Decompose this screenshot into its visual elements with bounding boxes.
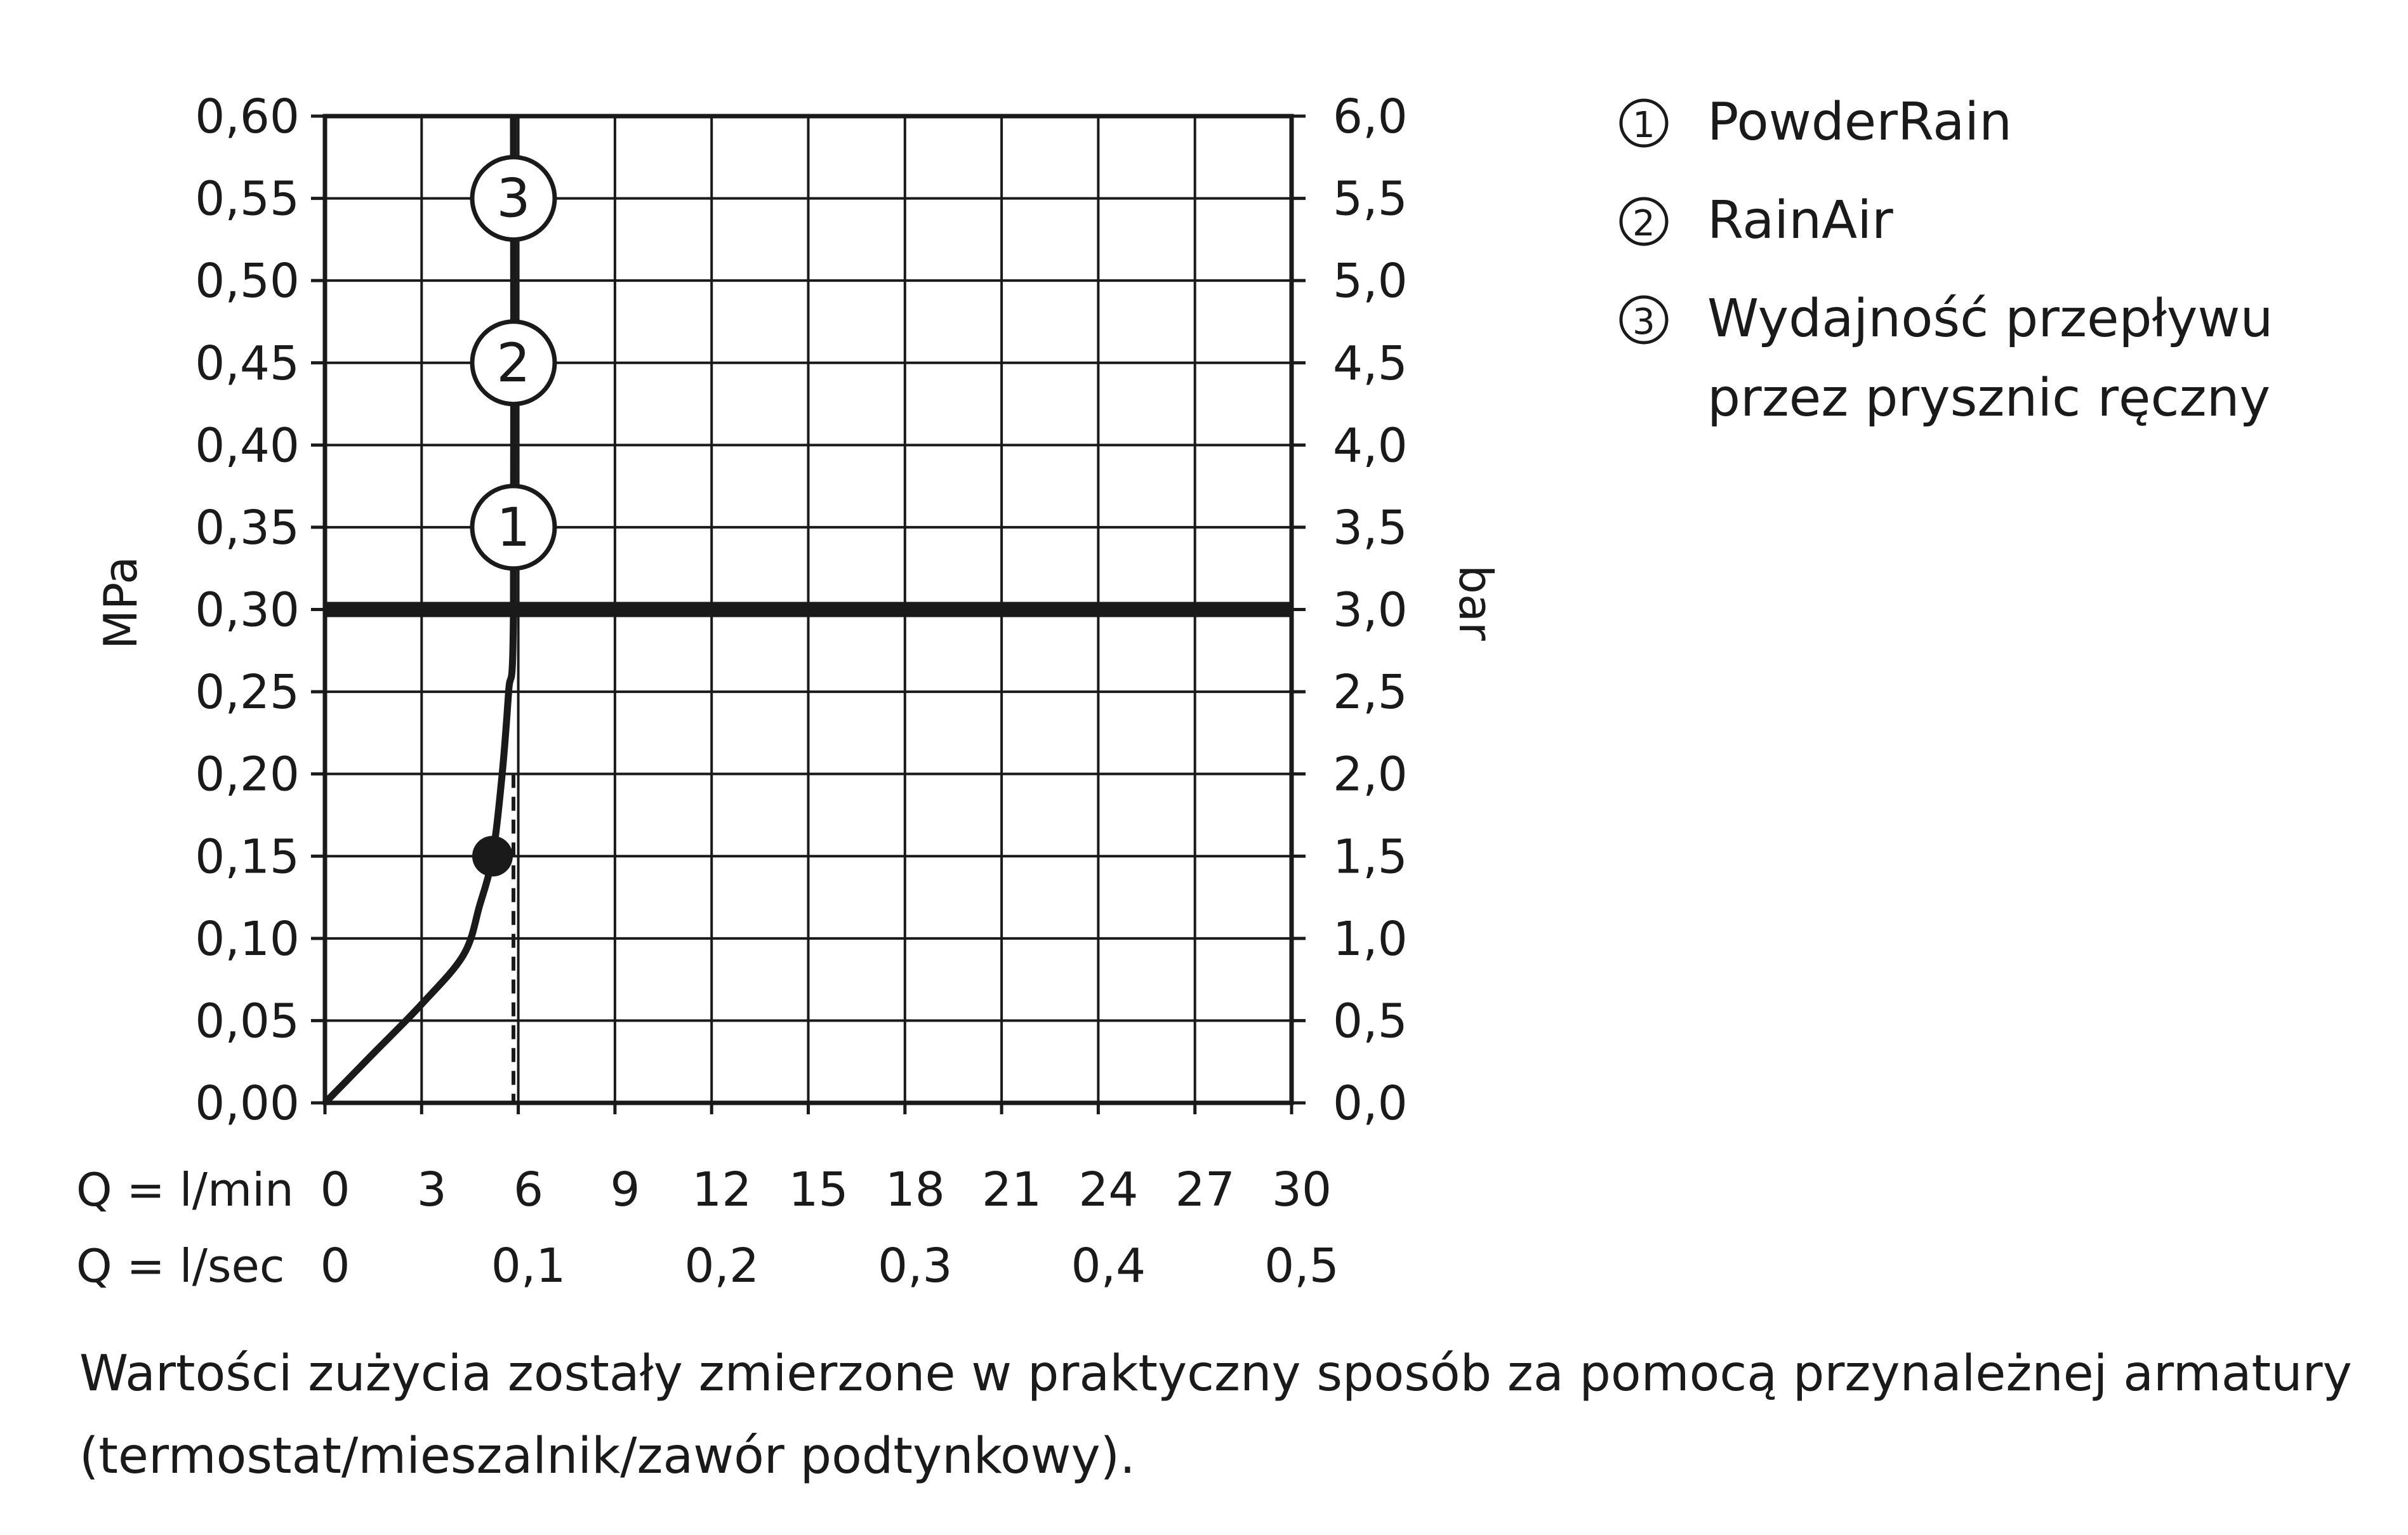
y-tick-label-right: 1,0 xyxy=(1333,912,1408,966)
legend-item-1: 1 PowderRain xyxy=(1619,92,2012,152)
legend-number: 3 xyxy=(1632,301,1655,343)
x-tick-label-lsec: 0,5 xyxy=(1264,1239,1339,1293)
x-ticks-lmin: 0 3 6 9 12 15 18 21 24 27 30 xyxy=(320,1163,1332,1217)
y-tick-label-left: 0,25 xyxy=(195,665,300,720)
x-tick-label-lmin: 27 xyxy=(1175,1163,1235,1217)
note-line-1: Wartości zużycia zostały zmierzone w pra… xyxy=(79,1345,2352,1402)
x-tick-label-lsec: 0,3 xyxy=(878,1239,953,1293)
x-tick-label-lsec: 0,4 xyxy=(1071,1239,1146,1293)
x-tick-label-lmin: 9 xyxy=(610,1163,640,1217)
legend: 1 PowderRain 2 RainAir 3 Wydajność przepływu p… xyxy=(1619,92,2273,428)
x-tick-label-lsec: 0 xyxy=(320,1239,350,1293)
marker-circle xyxy=(470,155,557,242)
x-tick-label-lmin: 21 xyxy=(982,1163,1042,1217)
y-tick-label-right: 4,5 xyxy=(1333,336,1408,391)
y-tick-label-right: 6,0 xyxy=(1333,89,1408,144)
legend-number-circle xyxy=(1619,98,1669,148)
legend-label: PowderRain xyxy=(1707,92,2012,152)
y-tick-label-left: 0,20 xyxy=(195,748,300,802)
y-tick-label-left: 0,00 xyxy=(195,1076,300,1131)
y-tick-label-right: 4,0 xyxy=(1333,418,1408,473)
data-point-marker xyxy=(472,836,513,877)
y-tick-label-left: 0,55 xyxy=(195,172,300,227)
y-tick-label-right: 2,0 xyxy=(1333,748,1408,802)
marker-circle xyxy=(470,484,557,571)
y-tick-label-left: 0,40 xyxy=(195,418,300,473)
x-tick-label-lmin: 12 xyxy=(692,1163,751,1217)
legend-number-circle xyxy=(1619,295,1669,345)
x-tick-label-lmin: 30 xyxy=(1272,1163,1332,1217)
marker-label: 2 xyxy=(496,332,530,394)
y-tick-label-left: 0,35 xyxy=(195,501,300,555)
circled-marker-3: 3 xyxy=(470,155,557,242)
x-ticks-lsec: 0 0,1 0,2 0,3 0,4 0,5 xyxy=(320,1239,1339,1293)
x-tick-label-lmin: 18 xyxy=(885,1163,945,1217)
y-tick-label-right: 5,0 xyxy=(1333,254,1408,308)
x-tick-label-lmin: 15 xyxy=(788,1163,848,1217)
y-axis-label-left: MPa xyxy=(94,557,147,649)
x-tick-label-lsec: 0,1 xyxy=(491,1239,566,1293)
y-tick-label-right: 5,5 xyxy=(1333,172,1408,227)
x-axis-label-lsec: Q = l/sec xyxy=(76,1239,284,1293)
legend-item-3: 3 Wydajność przepływu przez prysznic ręczn… xyxy=(1619,289,2273,428)
y-tick-label-left: 0,15 xyxy=(195,829,300,884)
y-axis-label-right: bar xyxy=(1449,565,1502,641)
y-tick-label-right: 3,0 xyxy=(1333,583,1408,638)
y-tick-label-left: 0,30 xyxy=(195,583,300,638)
y-ticks-right: 0,0 0,5 1,0 1,5 2,0 2,5 3,0 3,5 4,0 4,5 5,0 5,5 6,0 xyxy=(1333,89,1408,1131)
marker-label: 1 xyxy=(496,496,530,558)
x-tick-label-lsec: 0,2 xyxy=(684,1239,759,1293)
y-tick-label-right: 3,5 xyxy=(1333,501,1408,555)
x-tick-label-lmin: 3 xyxy=(417,1163,447,1217)
y-tick-label-left: 0,10 xyxy=(195,912,300,966)
y-tick-label-left: 0,05 xyxy=(195,994,300,1048)
circled-markers: 1 2 3 xyxy=(470,155,557,571)
note-line-2: (termostat/mieszalnik/zawór podtynkowy). xyxy=(79,1428,1135,1485)
legend-label: RainAir xyxy=(1707,190,1893,251)
legend-number: 2 xyxy=(1632,203,1655,244)
y-tick-label-right: 1,5 xyxy=(1333,829,1408,884)
y-tick-label-right: 2,5 xyxy=(1333,665,1408,720)
y-tick-label-left: 0,45 xyxy=(195,336,300,391)
marker-label: 3 xyxy=(496,168,530,230)
x-tick-label-lmin: 24 xyxy=(1078,1163,1138,1217)
marker-circle xyxy=(470,319,557,407)
flow-pressure-chart: 123 0,000,050,100,150,200,250,300,350,40… xyxy=(76,89,2273,1293)
legend-number-circle xyxy=(1619,197,1669,246)
y-tick-label-right: 0,5 xyxy=(1333,994,1408,1048)
y-tick-label-left: 0,50 xyxy=(195,254,300,308)
circled-marker-2: 2 xyxy=(470,319,557,407)
circled-marker-1: 1 xyxy=(470,484,557,571)
y-tick-label-right: 0,0 xyxy=(1333,1076,1408,1131)
y-tick-label-left: 0,60 xyxy=(195,89,300,144)
legend-number: 1 xyxy=(1632,105,1655,146)
x-tick-label-lmin: 6 xyxy=(513,1163,543,1217)
legend-item-2: 2 RainAir xyxy=(1619,190,1893,251)
legend-label: Wydajność przepływu xyxy=(1707,289,2273,349)
legend-label: przez prysznic ręczny xyxy=(1707,368,2270,428)
y-ticks-left: 0,00 0,05 0,10 0,15 0,20 0,25 0,30 0,35 0,40 0,45… xyxy=(195,89,300,1131)
x-tick-label-lmin: 0 xyxy=(320,1163,350,1217)
measurement-note: Wartości zużycia zostały zmierzone w pra… xyxy=(79,1333,2352,1498)
x-axis-label-lmin: Q = l/min xyxy=(76,1163,294,1216)
